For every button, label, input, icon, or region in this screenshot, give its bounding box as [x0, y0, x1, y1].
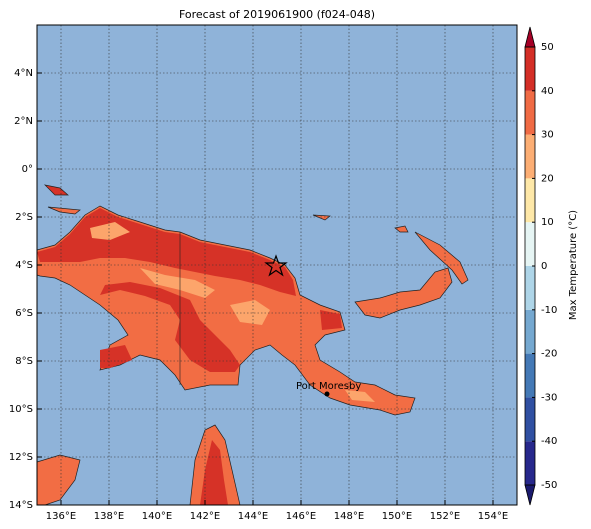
colorbar-band: [525, 441, 535, 485]
colorbar-label: Max Temperature (°C): [568, 210, 579, 320]
colorbar-band: [525, 397, 535, 442]
x-tick-label: 146°E: [286, 511, 316, 522]
y-tick-label: 0°: [22, 164, 33, 175]
colorbar-tick-label: 10: [541, 217, 554, 228]
colorbar-tick-label: 20: [541, 173, 554, 184]
y-tick-label: 6°S: [15, 308, 33, 319]
x-tick-label: 148°E: [334, 511, 364, 522]
colorbar-band: [525, 178, 535, 223]
colorbar-band: [525, 47, 535, 91]
city-dot: [324, 391, 330, 397]
y-tick-label: 8°S: [15, 356, 33, 367]
y-tick-label: 10°S: [9, 404, 33, 415]
x-tick-label: 150°E: [382, 511, 412, 522]
colorbar-under: [524, 484, 536, 506]
colorbar-tick-label: -20: [541, 349, 557, 360]
land: [36, 184, 469, 506]
city-label: Port Moresby: [296, 381, 361, 392]
colorbar-tick-label: 40: [541, 86, 554, 97]
colorbar-band: [525, 353, 535, 398]
x-tick-label: 152°E: [430, 511, 460, 522]
colorbar-tick-label: -10: [541, 305, 557, 316]
colorbar-tick-label: 30: [541, 130, 554, 141]
colorbar-tick-label: 0: [541, 261, 547, 272]
colorbar-tick-label: -50: [541, 480, 557, 491]
map-title: Forecast of 2019061900 (f024-048): [179, 8, 375, 21]
x-tick-label: 144°E: [238, 511, 268, 522]
colorbar-tick-label: -30: [541, 392, 557, 403]
star-marker: [264, 254, 288, 277]
y-tick-label: 2°S: [15, 212, 33, 223]
colorbar-tick-label: -40: [541, 436, 557, 447]
colorbar-band: [525, 134, 535, 179]
colorbar-band: [525, 309, 535, 354]
y-tick-label: 2°N: [14, 116, 33, 127]
colorbar-over: [524, 26, 536, 48]
colorbar-tick-label: 50: [541, 42, 554, 53]
x-tick-label: 140°E: [142, 511, 172, 522]
colorbar-band: [525, 90, 535, 135]
y-tick-label: 12°S: [9, 452, 33, 463]
x-tick-label: 136°E: [46, 511, 76, 522]
x-tick-label: 154°E: [478, 511, 508, 522]
y-tick-label: 4°N: [14, 68, 33, 79]
y-tick-label: 14°S: [9, 500, 33, 511]
x-tick-label: 138°E: [94, 511, 124, 522]
colorbar-band: [525, 222, 535, 266]
y-tick-label: 4°S: [15, 260, 33, 271]
colorbar-band: [525, 266, 535, 310]
x-tick-label: 142°E: [190, 511, 220, 522]
